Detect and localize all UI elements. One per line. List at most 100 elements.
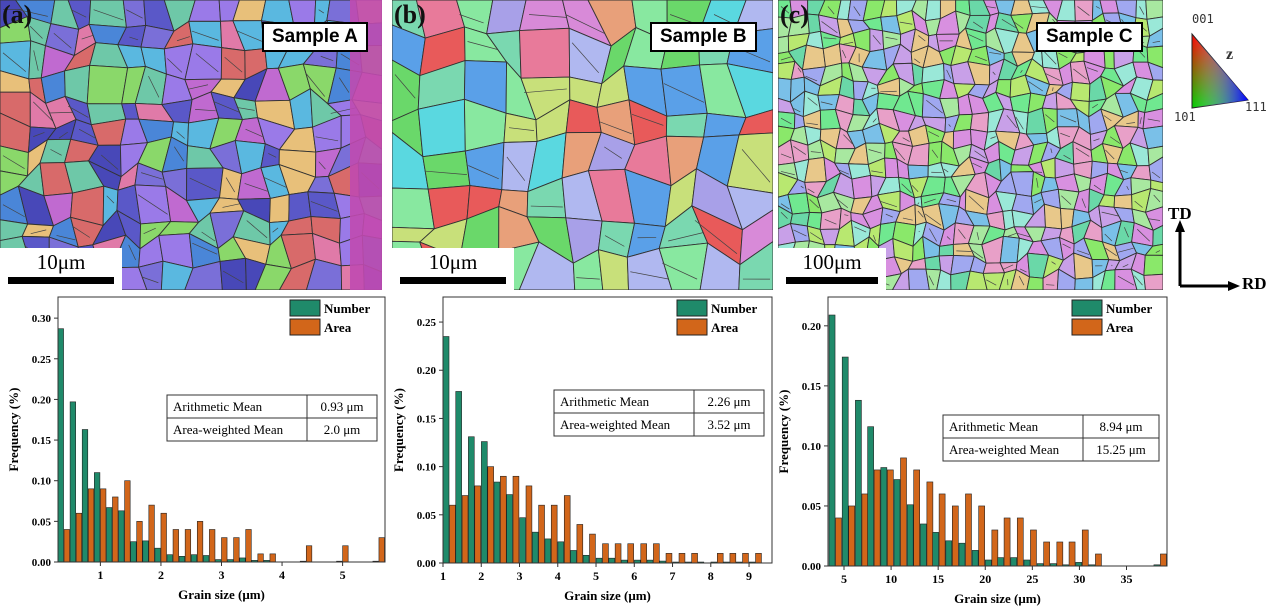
sample-axes: TD RD: [1168, 200, 1280, 300]
number-bar: [493, 481, 501, 564]
twin-boundary: [972, 21, 984, 29]
area-bar: [873, 469, 881, 567]
area-bar: [978, 505, 985, 567]
twin-boundary: [604, 146, 622, 159]
twin-boundary: [315, 136, 339, 142]
grain: [1144, 92, 1163, 114]
twin-boundary: [571, 42, 599, 74]
y-tick-label: 0.10: [32, 476, 52, 488]
twin-boundary: [81, 35, 93, 40]
table-row-label: Arithmetic Mean: [949, 419, 1039, 434]
twin-boundary: [986, 279, 997, 286]
number-bar: [920, 523, 927, 567]
twin-boundary: [244, 183, 268, 192]
twin-boundary: [1052, 87, 1054, 91]
grain: [417, 98, 466, 158]
twin-boundary: [1134, 200, 1143, 208]
twin-boundary: [245, 128, 263, 137]
area-bar: [512, 475, 520, 564]
twin-boundary: [1155, 250, 1161, 253]
number-bar: [106, 507, 113, 563]
grain: [1145, 0, 1163, 20]
twin-boundary: [174, 146, 185, 162]
grain: [572, 249, 604, 290]
scale-bar-label: 10μm: [36, 250, 86, 274]
area-bar: [87, 488, 95, 563]
twin-boundary: [100, 154, 119, 170]
grain: [86, 64, 129, 105]
ipf-triangle-icon: [1191, 32, 1249, 109]
twin-boundary: [1001, 19, 1016, 29]
twin-boundary: [222, 203, 241, 208]
twin-boundary: [917, 210, 924, 218]
twin-boundary: [807, 97, 818, 106]
x-axis-label: Grain size (μm): [178, 587, 265, 602]
twin-boundary: [943, 168, 949, 173]
twin-boundary: [50, 149, 62, 156]
area-bar: [1016, 517, 1024, 567]
twin-boundary: [807, 188, 815, 194]
twin-boundary: [1043, 51, 1057, 65]
grain: [392, 187, 435, 230]
twin-boundary: [928, 275, 935, 286]
grain: [1074, 277, 1094, 290]
legend-swatch-area: [1071, 318, 1103, 336]
number-bar: [595, 557, 603, 564]
ipf-color-key: 001 z 101 111: [1170, 10, 1280, 124]
twin-boundary: [780, 56, 793, 61]
area-bar: [952, 505, 959, 567]
twin-boundary: [1020, 69, 1023, 73]
area-bar: [124, 480, 131, 563]
grain: [1144, 206, 1163, 231]
number-bar: [880, 467, 888, 567]
twin-boundary: [1122, 264, 1129, 268]
area-bar: [257, 553, 264, 563]
grain: [1070, 81, 1091, 102]
grain: [851, 174, 873, 200]
twin-boundary: [968, 195, 985, 210]
twin-boundary: [18, 9, 48, 17]
area-bar: [1095, 553, 1102, 567]
area-bar: [729, 553, 737, 564]
twin-boundary: [1006, 115, 1018, 129]
twin-boundary: [948, 124, 951, 127]
table-row-value: 15.25 μm: [1096, 442, 1146, 457]
twin-boundary: [1017, 232, 1031, 238]
twin-boundary: [320, 55, 334, 62]
y-tick-label: 0.30: [32, 313, 52, 325]
grain: [1152, 224, 1163, 247]
twin-boundary: [793, 146, 806, 155]
x-axis-label: Grain size (μm): [564, 588, 651, 603]
twin-boundary: [176, 131, 185, 139]
twin-boundary: [809, 199, 820, 209]
twin-boundary: [885, 36, 898, 40]
twin-boundary: [1104, 233, 1113, 242]
grain: [1143, 273, 1163, 290]
twin-boundary: [694, 220, 738, 254]
twin-boundary: [780, 117, 792, 125]
grain: [925, 268, 942, 290]
twin-boundary: [868, 149, 882, 154]
number-bar: [945, 540, 953, 567]
area-bar: [589, 533, 596, 564]
twin-boundary: [1092, 103, 1099, 109]
twin-boundary: [946, 69, 952, 79]
twin-boundary: [468, 165, 499, 180]
y-tick-label: 0.00: [32, 557, 52, 569]
number-bar: [203, 555, 210, 563]
area-bar: [245, 529, 252, 563]
twin-boundary: [797, 67, 802, 73]
grain: [245, 257, 267, 290]
area-bar: [500, 475, 507, 564]
area-bar: [640, 543, 647, 564]
twin-boundary: [187, 84, 209, 90]
area-bar: [848, 505, 856, 567]
area-bar: [100, 488, 107, 563]
x-tick-label: 1: [440, 569, 446, 583]
twin-boundary: [189, 177, 217, 191]
twin-boundary: [53, 33, 72, 49]
twin-boundary: [1152, 40, 1161, 43]
twin-boundary: [192, 242, 218, 255]
twin-boundary: [901, 183, 912, 194]
twin-boundary: [1036, 178, 1039, 188]
